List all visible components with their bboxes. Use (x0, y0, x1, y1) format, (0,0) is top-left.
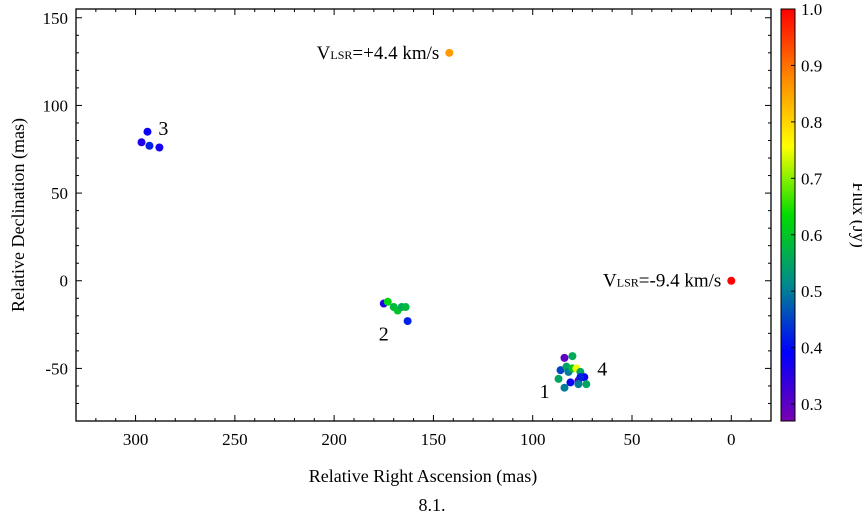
plot-area (75, 8, 772, 422)
colorbar-tick-label: 0.6 (801, 226, 822, 245)
velocity-annotation: VLSR=+4.4 km/s (317, 43, 440, 64)
data-point (383, 297, 392, 306)
data-point (560, 353, 569, 362)
colorbar-tick-label: 0.7 (801, 169, 823, 188)
colorbar-tick-label: 0.8 (801, 113, 822, 132)
colorbar-tick-label: 0.3 (801, 395, 822, 414)
data-point (568, 352, 577, 361)
colorbar-tick-label: 0.4 (801, 339, 823, 358)
colorbar-ticks: 1.0 0.9 0.8 0.7 0.6 0.5 0.4 0.3 (791, 0, 823, 414)
group-label: 4 (597, 358, 607, 380)
data-point (566, 378, 575, 387)
data-point (401, 303, 410, 312)
data-point (576, 373, 585, 382)
y-tick-label: 50 (51, 184, 68, 203)
colorbar-tick-label: 1.0 (801, 0, 822, 19)
data-point (560, 383, 569, 392)
y-tick-label: -50 (45, 359, 68, 378)
data-point (582, 380, 591, 389)
colorbar-tick-label: 0.5 (801, 282, 822, 301)
x-axis-title: Relative Right Ascension (mas) (309, 466, 537, 487)
x-tick-label: 50 (624, 430, 641, 449)
y-tick-label: 150 (43, 9, 69, 28)
y-tick-label: 0 (60, 272, 69, 291)
x-tick-label: 250 (222, 430, 248, 449)
data-point (574, 380, 583, 389)
data-point (155, 143, 164, 152)
colorbar (780, 8, 796, 422)
y-tick-label: 100 (43, 96, 69, 115)
data-point (143, 127, 152, 136)
figure-caption: 8.1. (419, 495, 446, 515)
colorbar-tick-label: 0.9 (801, 56, 822, 75)
data-point (445, 48, 454, 57)
data-point (137, 138, 146, 147)
axis-ticks: 300 250 200 150 100 50 0 150 100 50 0 -50 (43, 9, 772, 449)
colorbar-title: Flux (Jy) (848, 182, 862, 248)
velocity-annotation: VLSR=-9.4 km/s (603, 271, 721, 292)
data-point (403, 317, 412, 326)
annotation-suffix: =+4.4 km/s (352, 43, 439, 64)
x-tick-label: 150 (421, 430, 447, 449)
x-tick-label: 200 (321, 430, 347, 449)
annotation-sub: LSR (617, 276, 639, 290)
group-label: 1 (540, 381, 550, 403)
y-axis-title: Relative Declination (mas) (8, 118, 29, 312)
data-point (554, 374, 563, 383)
annotation-suffix: =-9.4 km/s (639, 271, 722, 292)
x-tick-label: 0 (727, 430, 736, 449)
data-point (145, 141, 154, 150)
data-point (727, 276, 736, 285)
x-tick-label: 300 (123, 430, 149, 449)
data-points (137, 48, 736, 392)
annotation-sub: LSR (330, 48, 352, 62)
group-label: 2 (379, 323, 389, 345)
data-point (556, 366, 565, 375)
group-label: 3 (158, 118, 168, 140)
x-tick-label: 100 (520, 430, 546, 449)
annotation-v: V (317, 43, 331, 64)
annotation-v: V (603, 271, 617, 292)
